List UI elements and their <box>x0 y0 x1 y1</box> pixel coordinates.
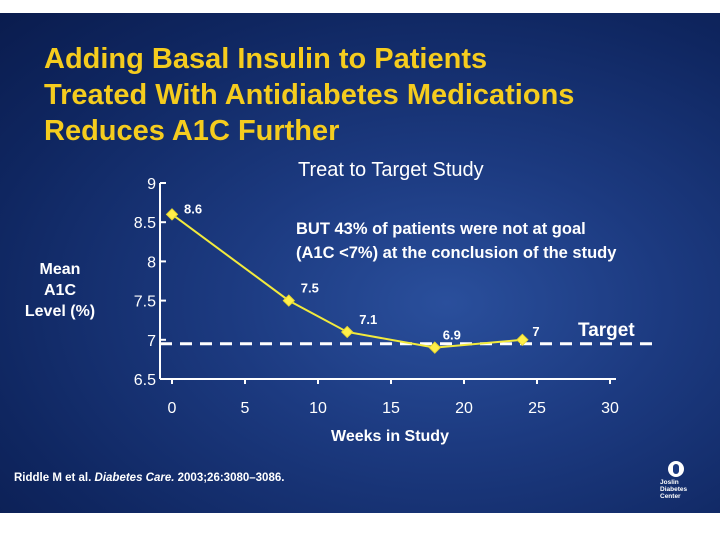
data-point-marker <box>165 208 179 221</box>
y-tick-label: 6.5 <box>134 372 156 389</box>
annotation-line-2: (A1C <7%) at the conclusion of the study <box>296 244 617 262</box>
data-point-label: 6.9 <box>443 328 461 343</box>
target-label: Target <box>578 320 635 341</box>
joslin-logo: Joslin Diabetes Center <box>660 461 710 500</box>
citation-details: 2003;26:3080–3086. <box>177 472 285 484</box>
chart-title: Treat to Target Study <box>298 159 484 181</box>
data-point-marker <box>282 294 296 307</box>
title-line-1: Adding Basal Insulin to Patients <box>44 43 488 75</box>
x-tick-label: 5 <box>241 400 250 417</box>
title-line-3: Reduces A1C Further <box>44 115 340 147</box>
slide-background: Adding Basal Insulin to Patients Treated… <box>0 13 720 513</box>
data-point-marker <box>340 325 354 339</box>
logo-line-3: Center <box>660 493 681 500</box>
slide-title: Adding Basal Insulin to Patients Treated… <box>44 41 704 149</box>
y-tick-label: 8.5 <box>134 215 156 232</box>
data-point-label: 8.6 <box>184 201 202 216</box>
x-tick-label: 20 <box>455 400 473 417</box>
logo-icon <box>668 461 684 477</box>
data-point-marker <box>428 341 442 354</box>
y-axis-label-line-2: A1C <box>43 282 76 299</box>
logo-line-2: Diabetes <box>660 486 688 493</box>
data-point-label: 7.5 <box>301 281 319 296</box>
y-axis-label-line-3: Level (%) <box>24 303 96 320</box>
citation-authors: Riddle M et al. <box>14 472 92 484</box>
citation: Riddle M et al. Diabetes Care. 2003;26:3… <box>14 472 284 484</box>
chart-annotation: BUT 43% of patients were not at goal (A1… <box>296 217 616 265</box>
y-axis-label: Mean A1C Level (%) <box>12 259 108 322</box>
x-tick-label: 10 <box>309 400 327 417</box>
y-axis-label-line-1: Mean <box>39 261 81 278</box>
data-point-label: 7 <box>532 324 539 339</box>
x-axis-label: Weeks in Study <box>331 428 449 445</box>
annotation-line-1: BUT 43% of patients were not at goal <box>296 220 586 238</box>
data-point-label: 7.1 <box>359 312 377 327</box>
x-tick-label: 15 <box>382 400 400 417</box>
x-tick-label: 0 <box>168 400 177 417</box>
x-tick-label: 30 <box>601 400 619 417</box>
data-point-marker <box>516 333 529 347</box>
logo-line-1: Joslin <box>660 479 679 486</box>
citation-journal: Diabetes Care. <box>94 472 175 484</box>
title-line-2: Treated With Antidiabetes Medications <box>44 79 575 111</box>
y-tick-label: 8 <box>147 254 156 271</box>
x-tick-label: 25 <box>528 400 546 417</box>
a1c-line-chart: 6.5 7 7.5 8 8.5 9 0 5 10 15 20 25 30 8.6 7.5 7.1 6.9 7 <box>134 176 660 417</box>
y-tick-label: 9 <box>147 176 156 193</box>
y-tick-label: 7 <box>147 333 156 350</box>
y-tick-label: 7.5 <box>134 294 156 311</box>
